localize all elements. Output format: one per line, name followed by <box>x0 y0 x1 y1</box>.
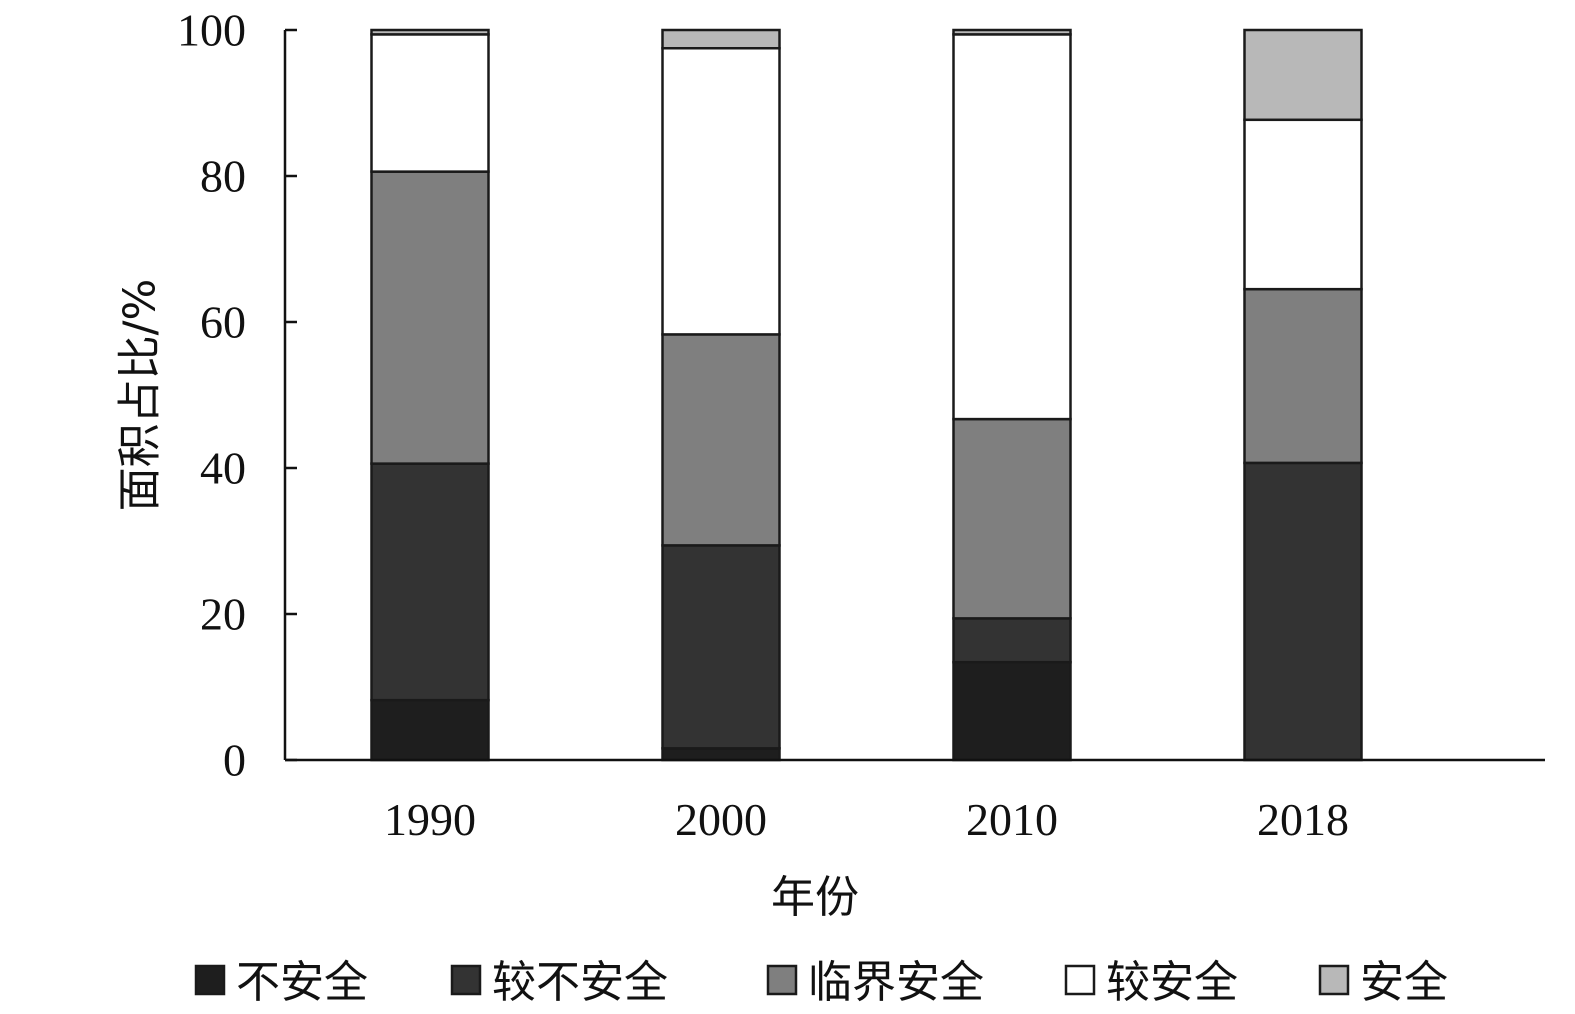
bar-segment-2000-3 <box>661 47 781 336</box>
x-tick-label-2000: 2000 <box>675 794 767 845</box>
y-tick-label-40: 40 <box>200 443 246 494</box>
y-tick-label-20: 20 <box>200 589 246 640</box>
bar-segment-2018-1 <box>1243 461 1363 762</box>
y-tick-label-60: 60 <box>200 297 246 348</box>
bar-segment-1990-3 <box>370 33 490 173</box>
x-axis-title: 年份 <box>771 872 859 923</box>
legend: 不安全 较不安全 临界安全 较安全 安全 <box>194 957 1448 1008</box>
x-tick-label-2010: 2010 <box>966 794 1058 845</box>
tick-labels-group: 0 20 40 60 80 100 1990 2000 2010 2018 <box>177 5 1349 846</box>
legend-label-3: 较安全 <box>1106 957 1238 1008</box>
legend-swatch-4 <box>1318 964 1350 996</box>
legend-label-4: 安全 <box>1360 957 1448 1008</box>
bar-segment-2010-0 <box>952 660 1072 762</box>
bar-segment-2018-4 <box>1243 28 1363 122</box>
legend-swatch-3 <box>1064 964 1096 996</box>
bar-segment-1990-1 <box>370 462 490 702</box>
bar-segment-2000-1 <box>661 544 781 750</box>
y-axis-title: 面积占比/% <box>115 279 166 512</box>
y-tick-label-100: 100 <box>177 5 246 56</box>
x-tick-label-1990: 1990 <box>384 794 476 845</box>
legend-label-2: 临界安全 <box>808 957 984 1008</box>
bar-segment-2010-1 <box>952 617 1072 664</box>
bar-segment-2000-4 <box>661 28 781 50</box>
bars-group <box>370 28 1363 762</box>
y-tick-label-0: 0 <box>223 735 246 786</box>
bar-segment-1990-2 <box>370 170 490 465</box>
bar-segment-2010-2 <box>952 417 1072 620</box>
legend-label-1: 较不安全 <box>492 957 668 1008</box>
bar-segment-1990-4 <box>370 28 490 36</box>
bar-segment-2018-2 <box>1243 287 1363 465</box>
bar-segment-1990-0 <box>370 698 490 762</box>
bar-segment-2010-3 <box>952 33 1072 421</box>
bar-segment-2000-0 <box>661 747 781 762</box>
x-tick-label-2018: 2018 <box>1257 794 1349 845</box>
legend-swatch-2 <box>766 964 798 996</box>
legend-label-0: 不安全 <box>236 957 368 1008</box>
legend-swatch-0 <box>194 964 226 996</box>
axes-group <box>283 30 1545 762</box>
y-tick-label-80: 80 <box>200 151 246 202</box>
legend-swatch-1 <box>450 964 482 996</box>
bar-segment-2018-3 <box>1243 118 1363 291</box>
bar-segment-2000-2 <box>661 333 781 547</box>
bar-segment-2010-4 <box>952 28 1072 36</box>
